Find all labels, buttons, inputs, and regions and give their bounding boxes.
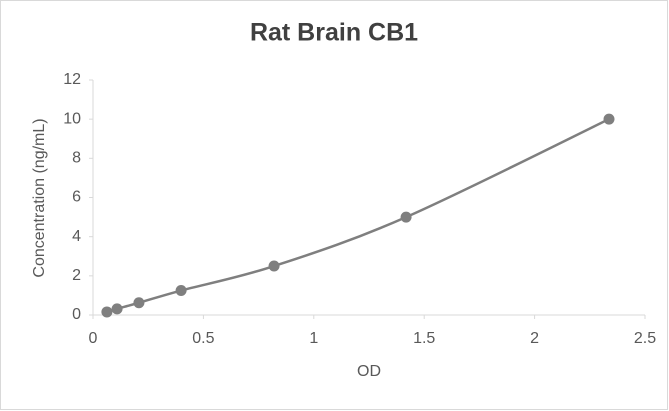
y-tick-label: 12 — [63, 71, 81, 88]
marker — [133, 297, 145, 309]
marker — [400, 211, 412, 223]
x-tick-label: 2.5 — [634, 330, 656, 347]
chart-title: Rat Brain CB1 — [250, 19, 418, 47]
x-tick-label: 2 — [530, 330, 539, 347]
marker — [603, 113, 615, 125]
y-tick-label: 6 — [72, 189, 81, 206]
y-axis-label: Concentration (ng/mL) — [31, 118, 48, 277]
x-tick-label: 0.5 — [192, 330, 214, 347]
y-tick-label: 0 — [72, 306, 81, 323]
y-tick-label: 4 — [72, 228, 81, 245]
marker — [175, 285, 187, 297]
marker — [111, 303, 123, 315]
x-tick-label: 0 — [89, 330, 98, 347]
x-tick-label: 1 — [309, 330, 318, 347]
y-tick-label: 2 — [72, 267, 81, 284]
marker — [101, 306, 113, 318]
marker — [268, 260, 280, 272]
x-tick-label: 1.5 — [413, 330, 435, 347]
x-axis-label: OD — [357, 363, 381, 380]
y-tick-label: 10 — [63, 110, 81, 127]
y-tick-label: 8 — [72, 150, 81, 167]
